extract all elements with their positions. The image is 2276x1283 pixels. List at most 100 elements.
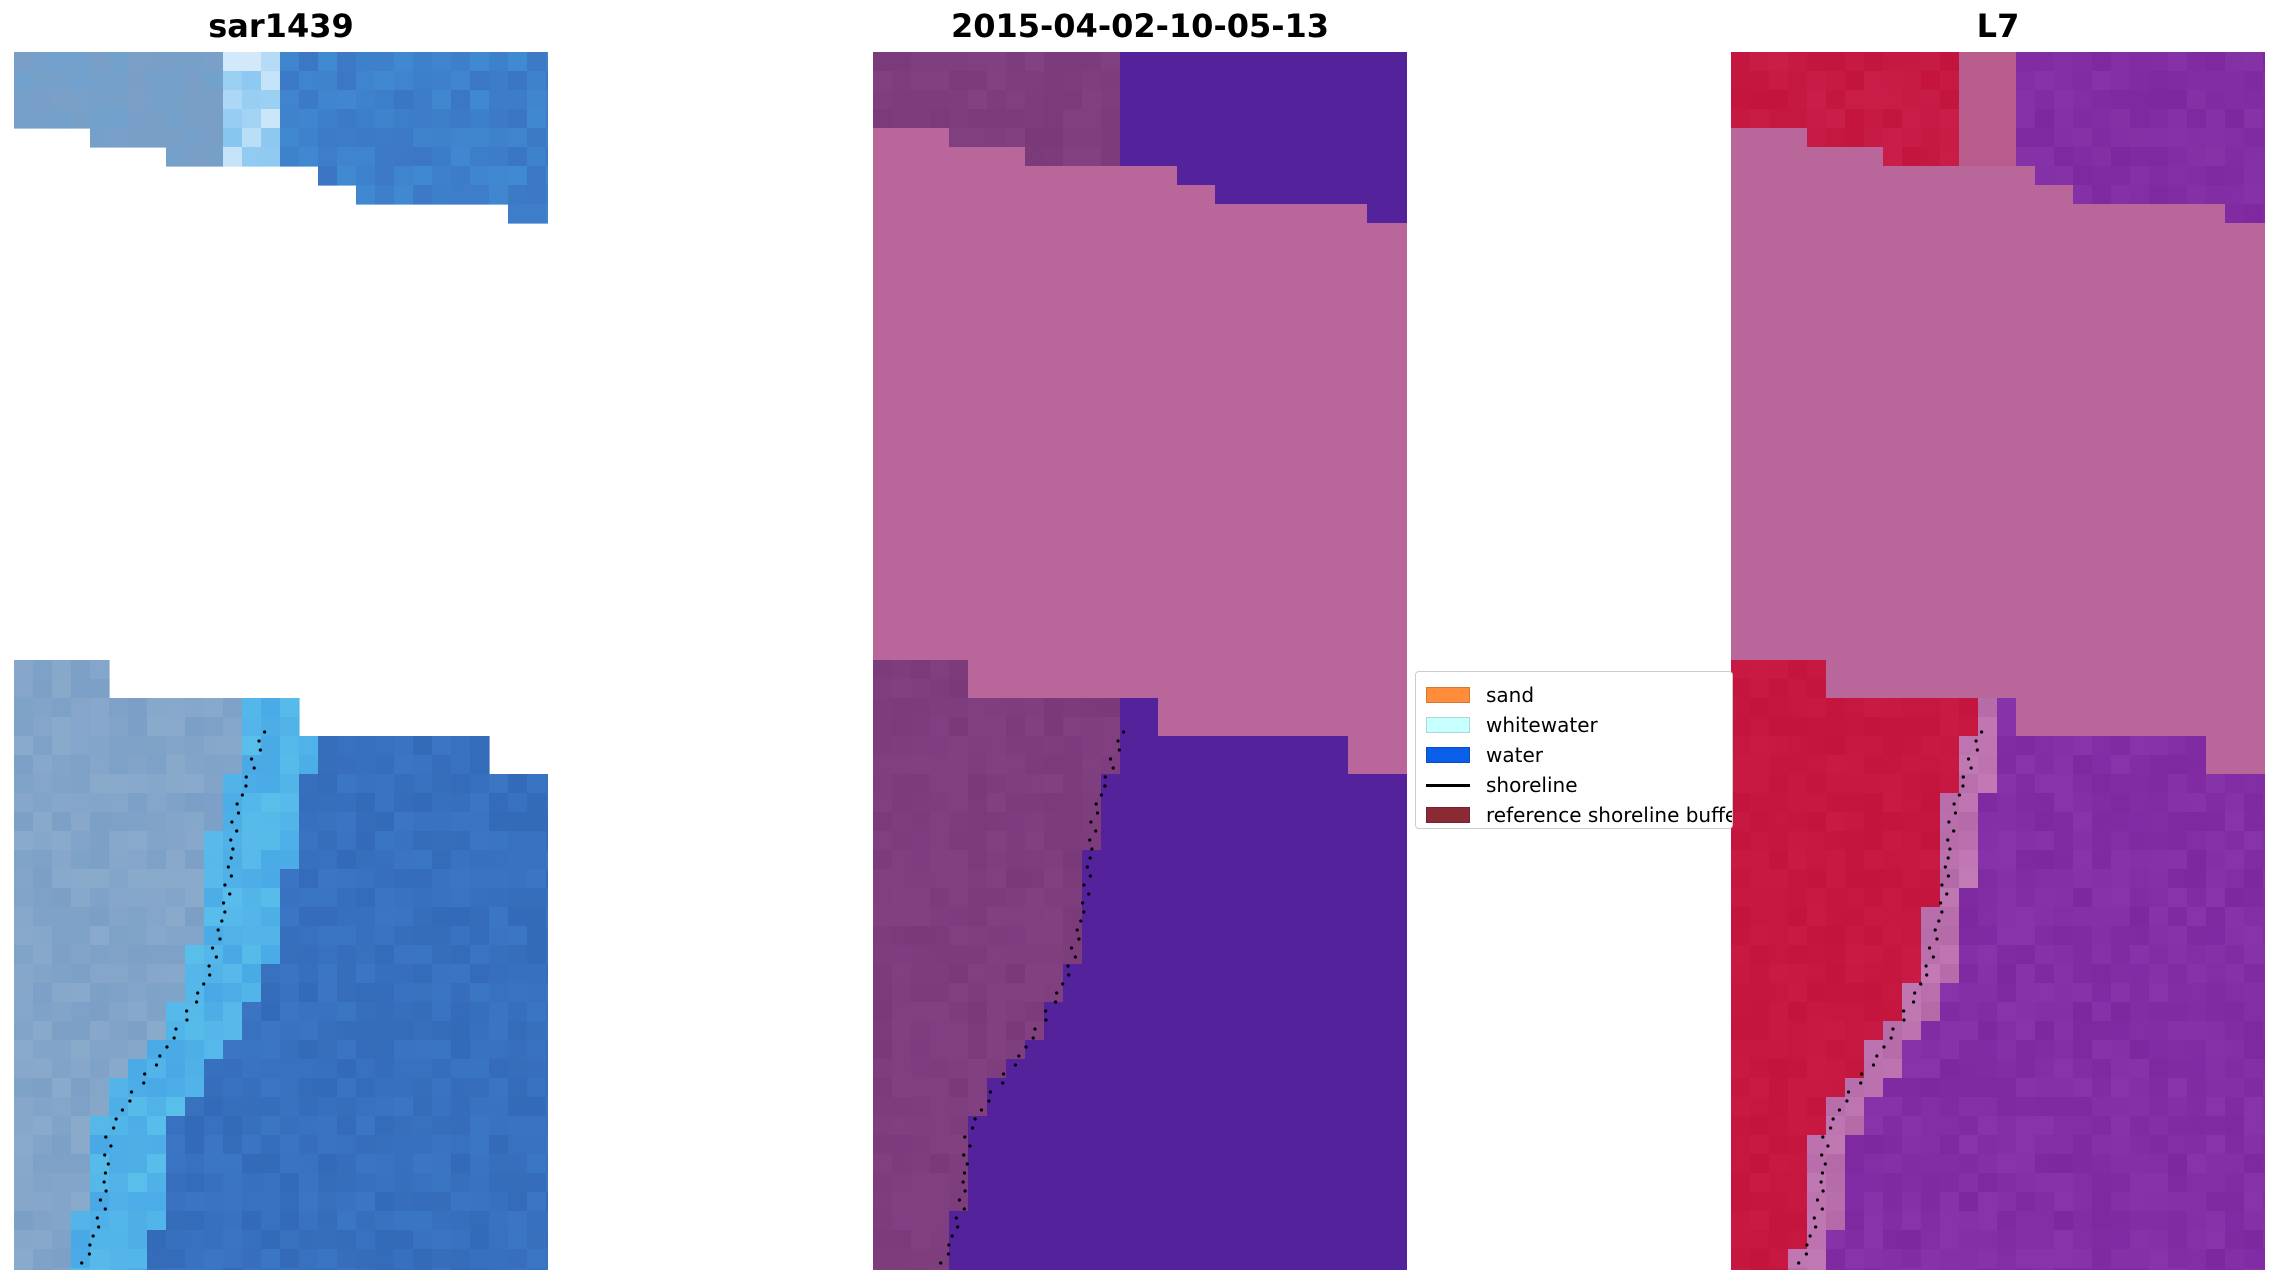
- shoreline-point-icon: [1815, 1198, 1820, 1202]
- shoreline-point-icon: [987, 1099, 991, 1103]
- shoreline-point-icon: [1952, 829, 1956, 833]
- shoreline-point-icon: [129, 1090, 134, 1094]
- shoreline-point-icon: [88, 1243, 92, 1247]
- shoreline-point-icon: [1814, 1225, 1818, 1229]
- shoreline-point-icon: [1804, 1252, 1809, 1256]
- shoreline-point-icon: [1935, 937, 1939, 941]
- shoreline-point-icon: [80, 1261, 84, 1265]
- shoreline-point-icon: [202, 982, 206, 986]
- shoreline-point-icon: [1943, 865, 1947, 869]
- shoreline-point-icon: [1808, 1234, 1812, 1238]
- shoreline-point-icon: [1937, 919, 1941, 923]
- shoreline-point-icon: [1902, 1009, 1906, 1013]
- shoreline-point-icon: [1933, 928, 1937, 932]
- shoreline-point-icon: [223, 910, 227, 914]
- shoreline-point-icon: [1957, 793, 1962, 797]
- legend-label-whitewater: whitewater: [1486, 713, 1598, 737]
- shoreline-point-icon: [1819, 1180, 1823, 1184]
- shoreline-point-icon: [1919, 982, 1923, 986]
- shoreline-point-icon: [240, 793, 245, 797]
- shoreline-point-icon: [1946, 838, 1950, 842]
- shoreline-point-icon: [961, 1180, 965, 1184]
- shoreline-point-icon: [114, 1117, 118, 1121]
- shoreline-point-icon: [1812, 1216, 1816, 1220]
- shoreline-point-icon: [102, 1180, 106, 1184]
- shoreline-point-icon: [1088, 838, 1092, 842]
- shoreline-point-icon: [1033, 1027, 1037, 1031]
- shoreline-point-icon: [1924, 964, 1928, 968]
- shoreline-point-icon: [142, 1081, 146, 1085]
- shoreline-point-icon: [230, 820, 234, 824]
- whitewater-swatch-icon: [1426, 717, 1470, 733]
- shoreline-point-icon: [165, 1045, 169, 1049]
- shoreline-point-icon: [158, 1054, 162, 1058]
- reference-buffer-swatch-icon: [1426, 807, 1470, 823]
- shoreline-point-icon: [1975, 748, 1979, 752]
- shoreline-point-icon: [214, 955, 218, 959]
- shoreline-point-icon: [210, 946, 215, 950]
- shoreline-point-icon: [1820, 1153, 1824, 1157]
- shoreline-point-icon: [962, 1153, 966, 1157]
- classified-image-panel: [873, 52, 1407, 1270]
- shoreline-point-icon: [1095, 811, 1100, 815]
- shoreline-point-icon: [263, 730, 267, 734]
- shoreline-point-icon: [231, 847, 235, 851]
- shoreline-point-icon: [1837, 1108, 1842, 1112]
- shoreline-point-icon: [956, 1225, 960, 1229]
- shoreline-point-icon: [1079, 919, 1083, 923]
- shoreline-point-icon: [1053, 1000, 1058, 1004]
- shoreline-point-icon: [1017, 1054, 1021, 1058]
- shoreline-point-icon: [103, 1207, 107, 1211]
- legend-label-shoreline: shoreline: [1486, 773, 1578, 797]
- legend-label-reference-buffer: reference shoreline buffer: [1486, 803, 1733, 827]
- shoreline-point-icon: [196, 991, 200, 995]
- shoreline-point-icon: [1797, 1261, 1801, 1265]
- shoreline-point-icon: [154, 1063, 159, 1067]
- panel-title-classified: 2015-04-02-10-05-13: [950, 7, 1330, 45]
- shoreline-point-icon: [1845, 1099, 1849, 1103]
- index-image-panel: [1731, 52, 2265, 1270]
- shoreline-point-icon: [229, 838, 233, 842]
- shoreline-point-icon: [1111, 766, 1115, 770]
- shoreline-point-icon: [957, 1198, 962, 1202]
- shoreline-point-icon: [962, 1207, 966, 1211]
- shoreline-point-icon: [1871, 1063, 1876, 1067]
- shoreline-point-icon: [946, 1252, 951, 1256]
- shoreline-point-icon: [962, 1171, 967, 1175]
- shoreline-point-icon: [1061, 982, 1065, 986]
- shoreline-point-icon: [1946, 856, 1950, 860]
- shoreline-point-icon: [1911, 1000, 1916, 1004]
- shoreline-point-icon: [91, 1234, 95, 1238]
- shoreline-point-icon: [218, 937, 222, 941]
- shoreline-line-icon: [1426, 783, 1470, 787]
- legend-item-sand: sand: [1426, 680, 1534, 710]
- shoreline-point-icon: [965, 1162, 969, 1166]
- shoreline-point-icon: [95, 1216, 99, 1220]
- shoreline-point-icon: [207, 964, 211, 968]
- shoreline-point-icon: [1001, 1081, 1005, 1085]
- legend-label-water: water: [1486, 743, 1543, 767]
- shoreline-point-icon: [1831, 1117, 1835, 1121]
- shoreline-point-icon: [1875, 1054, 1879, 1058]
- shoreline-point-icon: [1931, 955, 1935, 959]
- shoreline-point-icon: [979, 1108, 984, 1112]
- shoreline-point-icon: [216, 928, 220, 932]
- shoreline-point-icon: [1821, 1135, 1825, 1139]
- shoreline: [1797, 730, 1984, 1265]
- shoreline-point-icon: [223, 883, 227, 887]
- shoreline-point-icon: [973, 1117, 977, 1121]
- shoreline-point-icon: [1946, 874, 1950, 878]
- shoreline-point-icon: [1087, 892, 1091, 896]
- shoreline-point-icon: [208, 973, 212, 977]
- shoreline-point-icon: [194, 1000, 199, 1004]
- shoreline-point-icon: [939, 1261, 943, 1265]
- shoreline-point-icon: [1044, 1009, 1048, 1013]
- shoreline-point-icon: [1103, 784, 1107, 788]
- shoreline-point-icon: [1820, 1171, 1825, 1175]
- shoreline-point-icon: [236, 811, 241, 815]
- shoreline-point-icon: [128, 1099, 132, 1103]
- shoreline-point-icon: [1829, 1126, 1833, 1130]
- shoreline-point-icon: [1913, 991, 1917, 995]
- shoreline-point-icon: [1108, 757, 1113, 761]
- shoreline-point-icon: [950, 1234, 954, 1238]
